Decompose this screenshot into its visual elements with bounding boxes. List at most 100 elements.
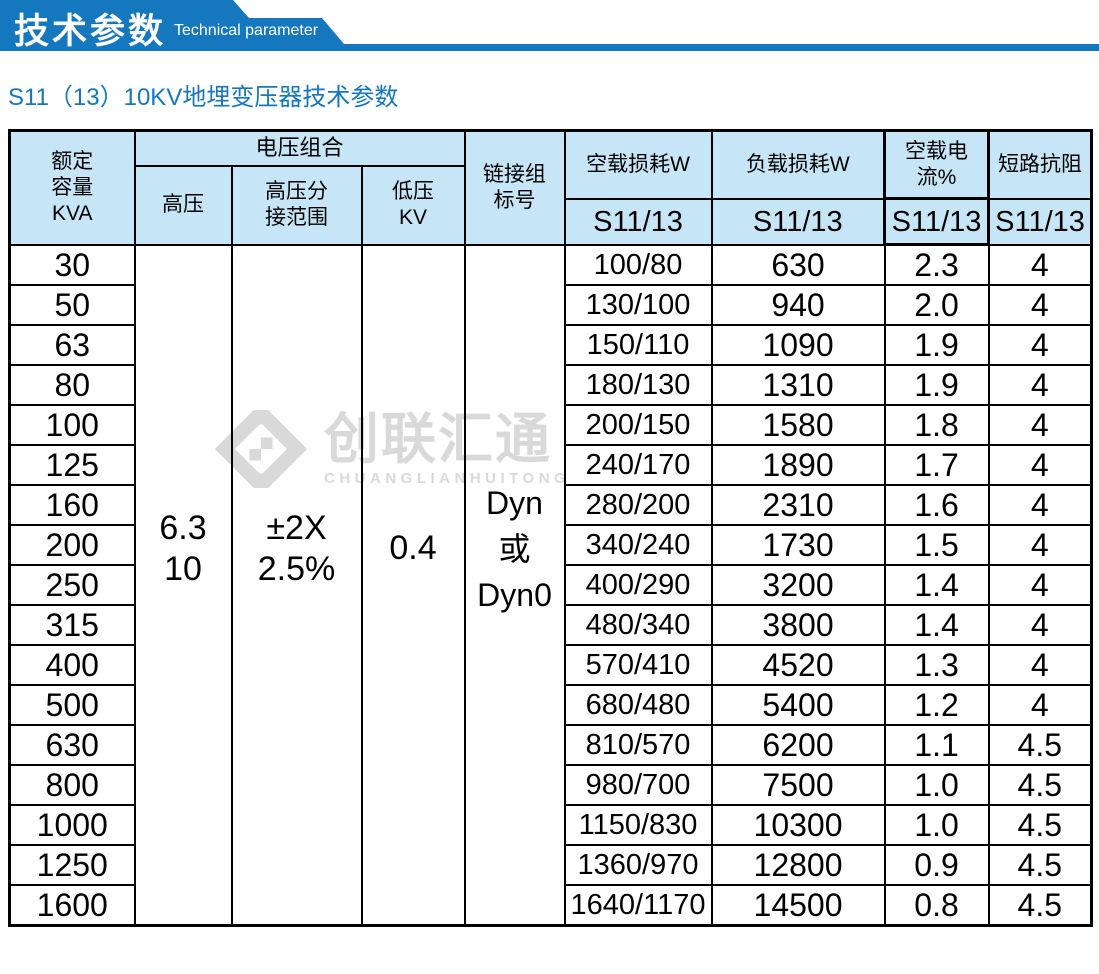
impedance-cell: 4 (987, 444, 1093, 486)
impedance-cell: 4.5 (987, 764, 1093, 806)
capacity-cell: 1600 (8, 884, 136, 927)
load-loss-cell: 3800 (710, 604, 886, 646)
capacity-cell: 1000 (8, 804, 136, 846)
header-vector-group: 链接组 标号 (463, 129, 566, 246)
table-row: 50 130/100 940 2.0 4 (8, 284, 1093, 326)
no-load-loss-cell: 150/110 (563, 324, 713, 366)
table-row: 500 680/480 5400 1.2 4 (8, 684, 1093, 726)
table-row: 315 480/340 3800 1.4 4 (8, 604, 1093, 646)
lv-merged-cell: 0.4 (360, 243, 466, 927)
capacity-cell: 50 (8, 284, 136, 326)
impedance-cell: 4 (987, 364, 1093, 406)
load-loss-cell: 1090 (710, 324, 886, 366)
load-loss-cell: 1310 (710, 364, 886, 406)
impedance-cell: 4 (987, 604, 1093, 646)
table-body: 30 6.3 10 ±2X 2.5% 0.4 Dyn 或 Dyn0 100/80 630 2.… (8, 243, 1093, 927)
capacity-cell: 160 (8, 484, 136, 526)
load-loss-cell: 630 (710, 243, 886, 286)
load-loss-cell: 1890 (710, 444, 886, 486)
header-model-load-loss: S11/13 (710, 197, 886, 246)
table-row: 400 570/410 4520 1.3 4 (8, 644, 1093, 686)
no-load-current-cell: 1.0 (883, 764, 990, 806)
impedance-cell: 4 (987, 524, 1093, 566)
vector-merged-cell: Dyn 或 Dyn0 (463, 243, 566, 927)
impedance-cell: 4 (987, 564, 1093, 606)
no-load-current-cell: 1.1 (883, 724, 990, 766)
no-load-current-cell: 2.3 (883, 243, 990, 286)
hv-tap-merged-cell-value: ±2X 2.5% (257, 508, 336, 588)
no-load-loss-cell: 980/700 (563, 764, 713, 806)
banner-subtitle: Technical parameter (174, 22, 319, 39)
no-load-current-cell: 1.4 (883, 604, 990, 646)
page-title: S11（13）10KV地埋变压器技术参数 (8, 84, 399, 111)
no-load-loss-cell: 130/100 (563, 284, 713, 326)
impedance-cell: 4 (987, 484, 1093, 526)
load-loss-cell: 1730 (710, 524, 886, 566)
spec-table: 额定 容量 KVA 电压组合 链接组 标号 空载损耗W 负载损耗W 空载电流% … (8, 129, 1094, 927)
vector-merged-cell-value: Dyn 或 Dyn0 (477, 484, 552, 613)
no-load-loss-cell: 100/80 (563, 243, 713, 286)
table-row: 200 340/240 1730 1.5 4 (8, 524, 1093, 566)
table-row: 80 180/130 1310 1.9 4 (8, 364, 1093, 406)
capacity-cell: 125 (8, 444, 136, 486)
load-loss-cell: 2310 (710, 484, 886, 526)
lv-merged-cell-value: 0.4 (389, 529, 437, 568)
table-row: 160 280/200 2310 1.6 4 (8, 484, 1093, 526)
no-load-current-cell: 1.6 (883, 484, 990, 526)
no-load-loss-cell: 400/290 (563, 564, 713, 606)
load-loss-cell: 4520 (710, 644, 886, 686)
capacity-cell: 800 (8, 764, 136, 806)
header-capacity: 额定 容量 KVA (8, 129, 136, 246)
header-model-no-load-loss: S11/13 (563, 197, 713, 246)
banner: 技术参数 Technical parameter (0, 0, 1099, 51)
no-load-loss-cell: 240/170 (563, 444, 713, 486)
no-load-current-cell: 2.0 (883, 284, 990, 326)
no-load-current-cell: 0.9 (883, 844, 990, 886)
table-row: 630 810/570 6200 1.1 4.5 (8, 724, 1093, 766)
capacity-cell: 1250 (8, 844, 136, 886)
impedance-cell: 4 (987, 324, 1093, 366)
no-load-loss-cell: 180/130 (563, 364, 713, 406)
impedance-cell: 4 (987, 404, 1093, 446)
load-loss-cell: 7500 (710, 764, 886, 806)
no-load-current-cell: 1.9 (883, 364, 990, 406)
table-row: 250 400/290 3200 1.4 4 (8, 564, 1093, 606)
header-hv-tap: 高压分 接范围 (230, 164, 363, 246)
capacity-cell: 80 (8, 364, 136, 406)
header-impedance: 短路抗阻 (987, 129, 1093, 200)
no-load-loss-cell: 1150/830 (563, 804, 713, 846)
capacity-cell: 63 (8, 324, 136, 366)
capacity-cell: 630 (8, 724, 136, 766)
hv-tap-merged-cell: ±2X 2.5% (230, 243, 363, 927)
capacity-cell: 400 (8, 644, 136, 686)
load-loss-cell: 940 (710, 284, 886, 326)
no-load-loss-cell: 810/570 (563, 724, 713, 766)
load-loss-cell: 1580 (710, 404, 886, 446)
capacity-cell: 200 (8, 524, 136, 566)
impedance-cell: 4.5 (987, 884, 1093, 927)
capacity-cell: 100 (8, 404, 136, 446)
no-load-loss-cell: 480/340 (563, 604, 713, 646)
capacity-cell: 250 (8, 564, 136, 606)
header-no-load-current: 空载电流% (883, 129, 991, 200)
no-load-current-cell: 1.3 (883, 644, 990, 686)
no-load-current-cell: 1.7 (883, 444, 990, 486)
capacity-cell: 30 (8, 243, 136, 286)
hv-merged-cell: 6.3 10 (133, 243, 233, 927)
load-loss-cell: 3200 (710, 564, 886, 606)
impedance-cell: 4 (987, 644, 1093, 686)
load-loss-cell: 10300 (710, 804, 886, 846)
header-no-load-loss: 空载损耗W (563, 129, 713, 200)
no-load-loss-cell: 680/480 (563, 684, 713, 726)
no-load-loss-cell: 200/150 (563, 404, 713, 446)
table-row: 1000 1150/830 10300 1.0 4.5 (8, 804, 1093, 846)
capacity-cell: 500 (8, 684, 136, 726)
no-load-current-cell: 1.4 (883, 564, 990, 606)
no-load-loss-cell: 570/410 (563, 644, 713, 686)
capacity-cell: 315 (8, 604, 136, 646)
no-load-current-cell: 0.8 (883, 884, 990, 927)
header-lv: 低压 KV (360, 164, 466, 246)
table-row: 63 150/110 1090 1.9 4 (8, 324, 1093, 366)
impedance-cell: 4 (987, 684, 1093, 726)
no-load-loss-cell: 340/240 (563, 524, 713, 566)
